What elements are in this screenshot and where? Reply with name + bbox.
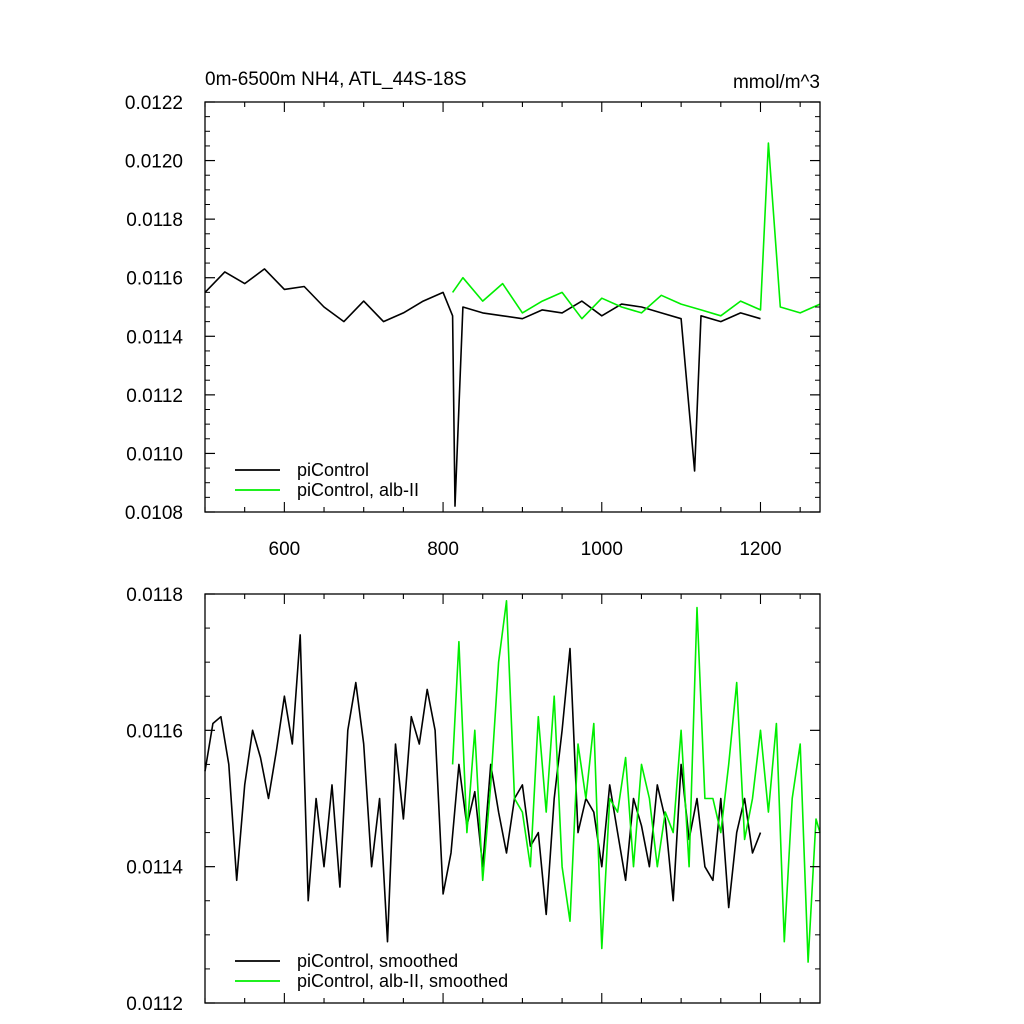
bottom-panel: 0.0112 0.0114 0.0116 0.0118 piControl, smoot… xyxy=(126,585,821,1015)
y-tick-label: 0.0118 xyxy=(126,585,183,606)
legend-label: piControl, smoothed xyxy=(297,951,458,971)
x-tick-label: 1000 xyxy=(581,539,623,560)
x-tick-label: 800 xyxy=(427,539,459,560)
chart-title: 0m-6500m NH4, ATL_44S-18S xyxy=(205,69,467,90)
series-line-picontrol-alb-ii xyxy=(451,142,821,320)
legend-label: piControl, alb-II, smoothed xyxy=(297,971,508,991)
chart-units: mmol/m^3 xyxy=(733,72,820,93)
y-tick-label: 0.0120 xyxy=(125,152,183,173)
y-tick-label: 0.0114 xyxy=(126,858,183,879)
y-tick-label: 0.0110 xyxy=(126,444,183,465)
legend-label: piControl, alb-II xyxy=(297,480,419,500)
y-tick-label: 0.0122 xyxy=(125,93,183,114)
series-line-picontrol-alb-ii xyxy=(451,599,821,963)
y-tick-label: 0.0112 xyxy=(126,386,183,407)
x-tick-label: 1200 xyxy=(739,539,781,560)
top-panel: 0.0108 0.0110 0.0112 0.0114 0.0116 0.0118 0.01… xyxy=(125,93,821,560)
series-line-picontrol xyxy=(204,268,761,507)
y-tick-label: 0.0116 xyxy=(126,269,183,290)
plot-frame xyxy=(204,101,821,513)
x-tick-label: 600 xyxy=(269,539,301,560)
y-tick-label: 0.0116 xyxy=(126,721,183,742)
y-tick-label: 0.0112 xyxy=(126,994,183,1015)
legend-label: piControl xyxy=(297,460,369,480)
plot-frame xyxy=(204,593,821,1004)
y-tick-label: 0.0108 xyxy=(125,503,183,524)
y-tick-label: 0.0114 xyxy=(126,327,183,348)
y-tick-label: 0.0118 xyxy=(126,210,183,231)
